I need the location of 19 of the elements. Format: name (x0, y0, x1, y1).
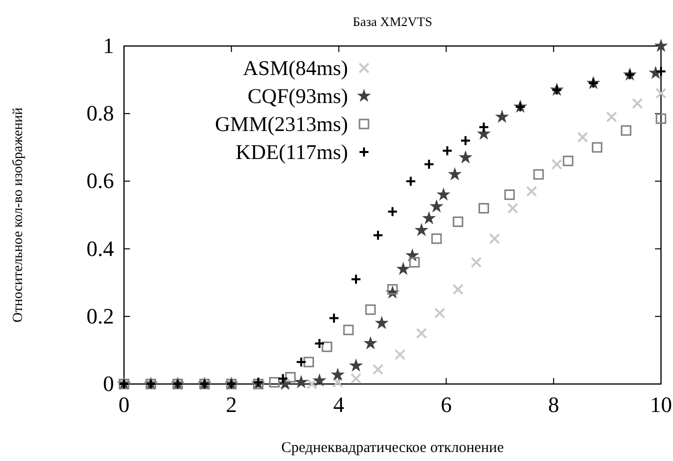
y-tick-label: 1 (103, 33, 114, 58)
x-tick-label: 0 (118, 392, 130, 417)
x-axis-title: Среднеквадратическое отклонение (281, 440, 504, 456)
legend-label: KDE(117ms) (236, 140, 348, 164)
chart-title: База XM2VTS (352, 14, 432, 29)
legend-label: ASM(84ms) (242, 56, 348, 80)
y-axis-title: Относительное кол-во изображений (11, 107, 26, 322)
x-tick-label: 8 (548, 392, 560, 417)
x-tick-label: 10 (650, 392, 672, 417)
y-tick-label: 0.6 (86, 168, 114, 194)
x-tick-label: 2 (226, 392, 237, 417)
y-tick-label: 0 (103, 371, 114, 396)
y-tick-label: 0.2 (86, 303, 114, 328)
legend-label: CQF(93ms) (248, 84, 348, 108)
x-tick-label: 6 (440, 392, 452, 417)
legend-label: GMM(2313ms) (214, 112, 348, 136)
y-tick-label: 0.4 (86, 236, 114, 261)
y-tick-label: 0.8 (86, 100, 114, 126)
x-tick-label: 4 (333, 392, 344, 417)
